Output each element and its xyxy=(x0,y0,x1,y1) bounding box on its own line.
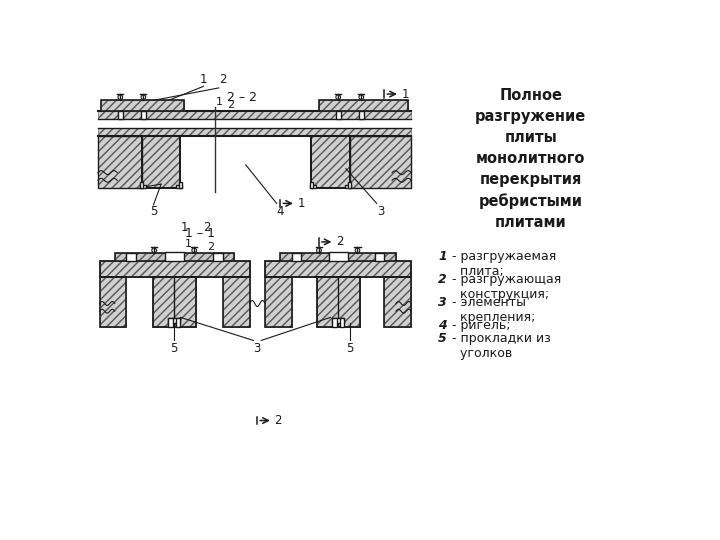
Text: 2: 2 xyxy=(219,73,227,86)
Bar xyxy=(176,185,182,188)
Bar xyxy=(375,253,384,261)
Bar xyxy=(319,100,408,111)
Text: 3: 3 xyxy=(438,296,447,309)
Bar xyxy=(141,111,146,119)
Text: 2 – 2: 2 – 2 xyxy=(227,91,256,104)
Text: 1: 1 xyxy=(297,197,305,210)
Bar xyxy=(384,276,411,327)
Bar xyxy=(168,318,173,327)
Bar xyxy=(359,111,364,119)
Text: - разгружаемая
   плита;: - разгружаемая плита; xyxy=(448,249,556,278)
Text: 1: 1 xyxy=(199,73,207,86)
Bar xyxy=(329,252,348,261)
Text: 2: 2 xyxy=(274,414,282,427)
Bar xyxy=(98,128,411,136)
Text: - ригель;: - ригель; xyxy=(448,319,510,332)
Bar xyxy=(281,253,396,261)
Bar xyxy=(153,276,196,327)
Bar xyxy=(350,136,411,188)
Text: 5: 5 xyxy=(171,342,178,355)
Text: 1: 1 xyxy=(184,239,192,249)
Bar xyxy=(98,136,142,188)
Bar xyxy=(142,136,180,188)
Circle shape xyxy=(192,248,197,253)
Text: 5: 5 xyxy=(150,205,157,218)
Bar xyxy=(142,136,180,188)
Circle shape xyxy=(152,248,156,253)
Text: 5: 5 xyxy=(346,342,354,355)
Bar xyxy=(99,261,250,276)
Text: - элементы
   крепления;: - элементы крепления; xyxy=(448,296,535,324)
Bar xyxy=(140,182,143,188)
Text: 4: 4 xyxy=(276,205,284,218)
Circle shape xyxy=(118,95,122,99)
Text: 1: 1 xyxy=(401,87,409,100)
Bar xyxy=(350,136,411,188)
Circle shape xyxy=(359,95,364,99)
Bar xyxy=(101,100,184,111)
Bar xyxy=(168,318,180,323)
Bar xyxy=(332,318,337,327)
Bar xyxy=(99,276,127,327)
Bar xyxy=(101,100,184,111)
Text: Полное
разгружение
плиты
монолитного
перекрытия
ребристыми
плитами: Полное разгружение плиты монолитного пер… xyxy=(475,88,586,230)
Bar xyxy=(310,182,312,188)
Bar xyxy=(98,111,411,119)
Bar xyxy=(213,253,222,261)
Text: 2: 2 xyxy=(438,273,447,286)
Text: - прокладки из
   уголков: - прокладки из уголков xyxy=(448,332,550,360)
Bar xyxy=(98,136,142,188)
Circle shape xyxy=(317,248,321,253)
Bar xyxy=(340,318,344,327)
Bar xyxy=(115,253,234,261)
Text: 2: 2 xyxy=(204,221,211,234)
Bar xyxy=(311,136,350,188)
Bar xyxy=(292,253,301,261)
Text: 3: 3 xyxy=(377,205,384,218)
Bar xyxy=(176,318,180,327)
Text: 2: 2 xyxy=(207,242,215,252)
Text: 3: 3 xyxy=(253,342,261,355)
Bar xyxy=(165,252,184,261)
Text: 1: 1 xyxy=(438,249,447,262)
Bar xyxy=(265,261,411,276)
Bar xyxy=(318,276,360,327)
Bar xyxy=(98,119,411,128)
Bar xyxy=(384,276,411,327)
Bar xyxy=(179,182,182,188)
Bar xyxy=(310,185,316,188)
Text: - разгружающая
   конструкция;: - разгружающая конструкция; xyxy=(448,273,561,301)
Bar xyxy=(318,276,360,327)
Text: 2: 2 xyxy=(336,235,343,248)
Bar xyxy=(140,185,146,188)
Bar xyxy=(311,136,350,188)
Bar xyxy=(345,185,351,188)
Bar xyxy=(336,111,341,119)
Bar xyxy=(319,100,408,111)
Bar xyxy=(127,253,135,261)
Bar xyxy=(118,111,123,119)
Circle shape xyxy=(141,95,145,99)
Circle shape xyxy=(336,95,341,99)
Bar xyxy=(332,318,344,323)
Bar xyxy=(281,253,396,261)
Bar xyxy=(115,253,234,261)
Bar xyxy=(348,182,351,188)
Bar xyxy=(265,261,411,276)
Bar xyxy=(222,276,250,327)
Bar xyxy=(99,261,250,276)
Bar xyxy=(153,276,196,327)
Text: 1: 1 xyxy=(181,221,188,234)
Text: 1 – 1: 1 – 1 xyxy=(184,227,215,240)
Text: 5: 5 xyxy=(438,332,447,345)
Circle shape xyxy=(355,248,360,253)
Text: 2: 2 xyxy=(227,100,234,110)
Bar xyxy=(222,276,250,327)
Bar xyxy=(265,276,292,327)
Text: 1: 1 xyxy=(215,97,222,107)
Bar xyxy=(99,276,127,327)
Text: 4: 4 xyxy=(438,319,447,332)
Bar xyxy=(265,276,292,327)
